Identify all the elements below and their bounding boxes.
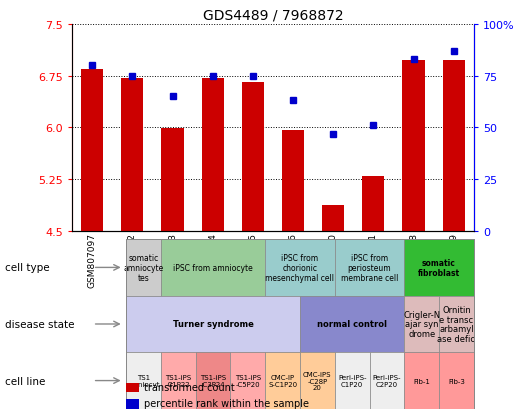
Text: Peri-iPS-
C2P20: Peri-iPS- C2P20 (373, 375, 401, 387)
Bar (161, 240, 265, 296)
Bar (126, 296, 300, 352)
Bar (126, 399, 139, 409)
Bar (404, 296, 439, 352)
Bar (443, 61, 465, 231)
Text: CMC-IP
S-C1P20: CMC-IP S-C1P20 (268, 375, 297, 387)
Text: Peri-iPS-
C1P20: Peri-iPS- C1P20 (338, 375, 366, 387)
Bar (335, 352, 369, 409)
Text: TS1-iPS
-C5P20: TS1-iPS -C5P20 (235, 375, 261, 387)
Bar (161, 352, 196, 409)
Text: disease state: disease state (5, 319, 75, 329)
Bar (439, 296, 474, 352)
Bar (126, 240, 474, 409)
Text: normal control: normal control (317, 320, 387, 329)
Text: Turner syndrome: Turner syndrome (173, 320, 253, 329)
Bar (404, 240, 474, 296)
Text: percentile rank within the sample: percentile rank within the sample (144, 399, 309, 408)
Bar (265, 352, 300, 409)
Bar (404, 352, 439, 409)
Text: TS1-iPS
-C3P24: TS1-iPS -C3P24 (200, 375, 226, 387)
Bar (126, 352, 161, 409)
Text: Ornitin
e transc
arbamyl
ase defic: Ornitin e transc arbamyl ase defic (437, 305, 475, 343)
Text: iPSC from amniocyte: iPSC from amniocyte (173, 263, 253, 272)
Bar (81, 70, 103, 231)
Text: TS1
amniocyt: TS1 amniocyt (127, 375, 160, 387)
Text: Crigler-N
ajar syn
drome: Crigler-N ajar syn drome (403, 310, 440, 338)
Bar (231, 352, 265, 409)
Text: iPSC from
periosteum
membrane cell: iPSC from periosteum membrane cell (341, 254, 398, 282)
Bar (162, 129, 183, 231)
Bar (335, 240, 404, 296)
Bar (369, 352, 404, 409)
Bar (322, 205, 344, 231)
Bar (300, 352, 335, 409)
Bar (126, 383, 139, 392)
Text: iPSC from
chorionic
mesenchymal cell: iPSC from chorionic mesenchymal cell (266, 254, 334, 282)
Bar (126, 240, 161, 296)
Bar (196, 352, 230, 409)
Text: transformed count: transformed count (144, 382, 235, 392)
Text: Fib-3: Fib-3 (448, 377, 465, 384)
Bar (265, 240, 335, 296)
Bar (242, 83, 264, 231)
Bar (403, 61, 424, 231)
Bar (282, 131, 304, 231)
Bar (363, 177, 384, 231)
Bar (202, 79, 224, 231)
Title: GDS4489 / 7968872: GDS4489 / 7968872 (202, 8, 344, 22)
Bar (300, 296, 404, 352)
Text: Fib-1: Fib-1 (413, 377, 430, 384)
Text: TS1-iPS
-C1P22: TS1-iPS -C1P22 (165, 375, 192, 387)
Text: CMC-iPS
-C28P
20: CMC-iPS -C28P 20 (303, 371, 332, 390)
Text: somatic
fibroblast: somatic fibroblast (418, 259, 460, 277)
Text: cell line: cell line (5, 376, 45, 386)
Text: cell type: cell type (5, 263, 50, 273)
Bar (439, 352, 474, 409)
Bar (122, 79, 143, 231)
Text: somatic
amniocyte
tes: somatic amniocyte tes (124, 254, 164, 282)
